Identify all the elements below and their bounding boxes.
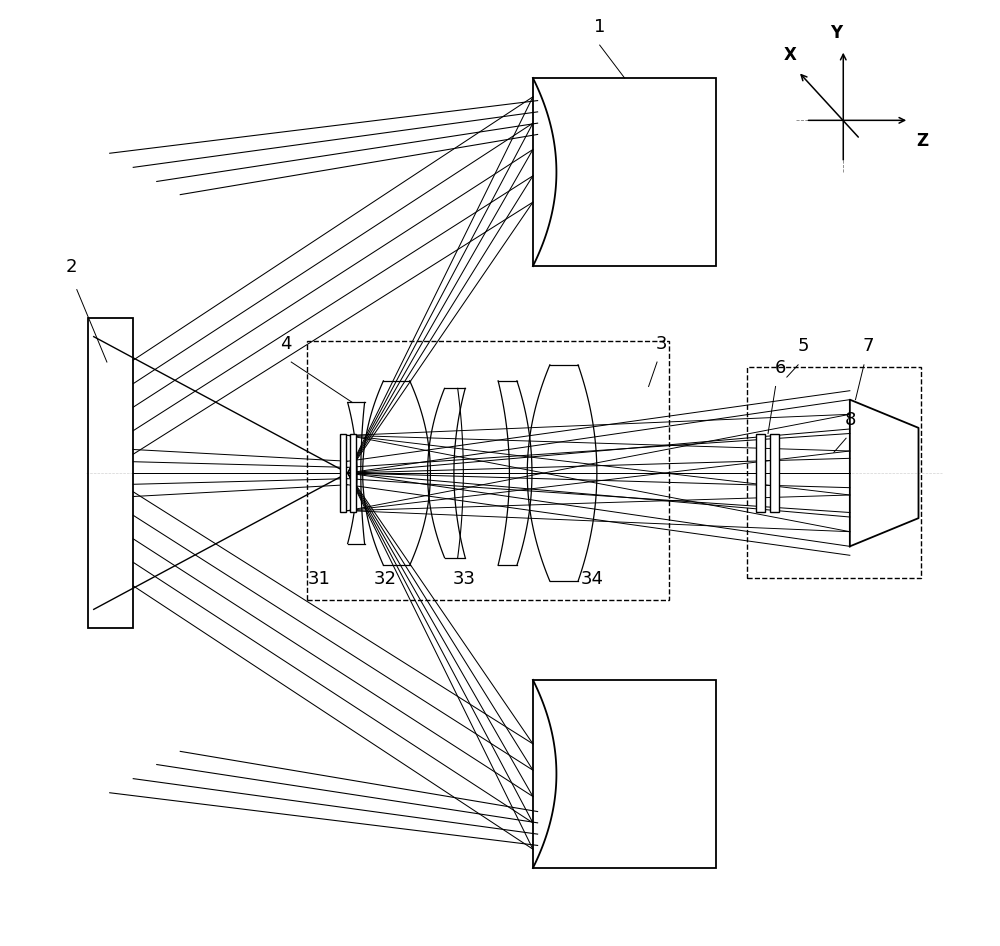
Bar	[307, 342, 669, 600]
Text: X: X	[784, 46, 797, 64]
Text: 31: 31	[308, 569, 331, 587]
Bar	[770, 433, 779, 513]
Text: 1: 1	[594, 18, 605, 36]
Text: 5: 5	[797, 338, 809, 356]
Text: 2: 2	[65, 257, 77, 275]
Bar	[350, 433, 356, 513]
Text: Y: Y	[830, 25, 842, 43]
Bar	[747, 367, 921, 578]
Bar	[88, 318, 133, 628]
Bar	[533, 78, 716, 266]
Text: 4: 4	[280, 335, 291, 353]
Text: 32: 32	[374, 569, 397, 587]
Text: 8: 8	[845, 411, 856, 429]
Text: Z: Z	[917, 131, 929, 149]
Bar	[340, 433, 346, 513]
Text: 7: 7	[863, 338, 874, 356]
Text: 34: 34	[581, 569, 604, 587]
Bar	[533, 680, 716, 868]
Text: 33: 33	[453, 569, 476, 587]
Text: 6: 6	[775, 359, 786, 377]
Text: 3: 3	[656, 335, 668, 353]
Bar	[756, 433, 765, 513]
